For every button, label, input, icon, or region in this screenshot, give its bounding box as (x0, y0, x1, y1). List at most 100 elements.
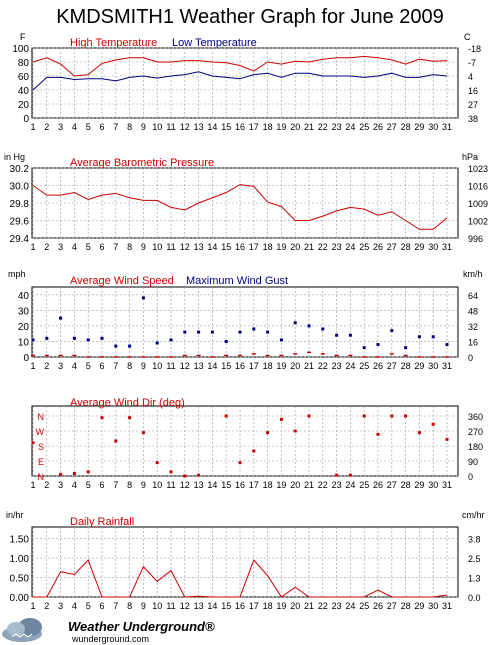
x-tick-label: 12 (180, 601, 190, 611)
data-point (404, 414, 408, 418)
x-tick-label: 15 (221, 361, 231, 371)
x-tick-label: 1 (30, 361, 35, 371)
x-tick-label: 4 (72, 361, 77, 371)
y-tick-label: 29.4 (10, 234, 30, 245)
data-point (445, 343, 449, 347)
x-tick-label: 29 (414, 601, 424, 611)
x-tick-label: 28 (401, 361, 411, 371)
y-tick-right-label: 1009 (468, 199, 488, 209)
x-tick-label: 25 (359, 480, 369, 490)
rainfall-unit-right: cm/hr (462, 510, 485, 520)
y-tick-label: 0.00 (10, 593, 30, 604)
x-tick-label: 9 (141, 242, 146, 252)
x-tick-label: 18 (263, 480, 273, 490)
y-tick-right-label: 2.5 (468, 554, 481, 564)
data-point (266, 431, 270, 435)
x-tick-label: 17 (249, 122, 259, 132)
x-tick-label: 31 (442, 361, 452, 371)
logo-url: wunderground.com (72, 634, 150, 644)
wind-speed-unit-left: mph (8, 269, 26, 279)
temperature-unit-left: F (20, 32, 26, 42)
x-tick-label: 8 (127, 122, 132, 132)
x-tick-label: 2 (44, 480, 49, 490)
wunderground-logo[interactable] (0, 615, 240, 645)
x-tick-label: 30 (428, 122, 438, 132)
pressure-legend: Average Barometric Pressure (70, 157, 214, 169)
x-tick-label: 21 (304, 480, 314, 490)
data-point (390, 414, 394, 418)
y-tick-right-label: 48 (468, 306, 478, 316)
data-point (335, 473, 339, 477)
x-tick-label: 13 (194, 601, 204, 611)
data-point (31, 441, 35, 445)
x-tick-label: 30 (428, 480, 438, 490)
x-tick-label: 5 (86, 242, 91, 252)
y-tick-right-label: 38 (468, 114, 478, 124)
series-line (32, 184, 448, 230)
data-point (293, 429, 297, 433)
x-tick-label: 1 (30, 242, 35, 252)
x-tick-label: 4 (72, 122, 77, 132)
data-point (390, 329, 394, 333)
x-tick-label: 28 (401, 480, 411, 490)
x-tick-label: 24 (345, 242, 355, 252)
x-tick-label: 18 (263, 242, 273, 252)
x-tick-label: 12 (180, 242, 190, 252)
x-tick-label: 25 (359, 601, 369, 611)
y-tick-right-label: 1.3 (468, 574, 481, 584)
x-tick-label: 6 (99, 122, 104, 132)
data-point (335, 333, 339, 337)
data-point (417, 335, 421, 339)
y-tick-label: 0.50 (10, 574, 30, 585)
x-tick-label: 16 (235, 242, 245, 252)
x-tick-label: 22 (318, 601, 328, 611)
x-tick-label: 20 (290, 242, 300, 252)
y-tick-label: 30.0 (10, 182, 30, 193)
y-tick-right-label: 90 (468, 457, 478, 467)
x-tick-label: 9 (141, 601, 146, 611)
x-tick-label: 12 (180, 122, 190, 132)
x-tick-label: 20 (290, 122, 300, 132)
data-point (141, 296, 145, 300)
y-tick-right-label: 0 (468, 353, 473, 363)
y-tick-right-label: 180 (468, 442, 483, 452)
y-tick-label: 80 (18, 58, 30, 69)
maximum-wind-gust-legend: Maximum Wind Gust (186, 275, 288, 287)
x-tick-label: 26 (373, 361, 383, 371)
x-tick-label: 13 (194, 122, 204, 132)
x-tick-label: 23 (332, 480, 342, 490)
wind-speed-unit-right: km/h (463, 269, 483, 279)
x-tick-label: 30 (428, 242, 438, 252)
data-point (72, 336, 76, 340)
y-tick-label: 20 (18, 322, 30, 333)
data-point (376, 432, 380, 436)
data-point (197, 473, 201, 477)
x-tick-label: 9 (141, 361, 146, 371)
x-tick-label: 1 (30, 122, 35, 132)
y-tick-right-label: 16 (468, 337, 478, 347)
x-tick-label: 5 (86, 601, 91, 611)
x-tick-label: 30 (428, 361, 438, 371)
x-tick-label: 19 (276, 242, 286, 252)
data-point (431, 422, 435, 426)
y-tick-right-label: 996 (468, 234, 483, 244)
x-tick-label: 13 (194, 480, 204, 490)
x-tick-label: 27 (387, 601, 397, 611)
pressure-unit-left: in Hg (4, 152, 25, 162)
x-tick-label: 2 (44, 601, 49, 611)
x-tick-label: 16 (235, 601, 245, 611)
y-tick-label: 60 (18, 72, 30, 83)
x-tick-label: 8 (127, 601, 132, 611)
x-tick-label: 15 (221, 601, 231, 611)
y-tick-label: 1.50 (10, 535, 30, 546)
series-line (32, 71, 448, 91)
x-tick-label: 22 (318, 242, 328, 252)
data-point (348, 333, 352, 337)
y-tick-right-label: 4 (468, 72, 473, 82)
data-point (169, 470, 173, 474)
pressure-unit-right: hPa (462, 152, 478, 162)
x-tick-label: 9 (141, 122, 146, 132)
y-tick-right-label: 27 (468, 100, 478, 110)
x-tick-label: 13 (194, 242, 204, 252)
cloud-logo-icon (2, 618, 42, 642)
